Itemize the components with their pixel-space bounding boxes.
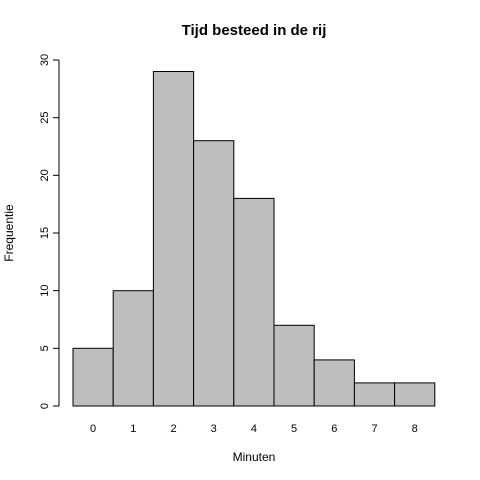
x-tick-label: 8 — [412, 423, 418, 435]
x-tick-labels: 0 1 2 3 4 5 6 7 8 — [90, 423, 418, 435]
x-tick-label: 6 — [331, 423, 337, 435]
x-tick-label: 4 — [251, 423, 257, 435]
bar-1 — [112, 290, 154, 407]
bar-8 — [394, 382, 436, 407]
x-tick-label: 0 — [90, 423, 96, 435]
chart-title: Tijd besteed in de rij — [182, 22, 327, 39]
x-axis-label: Minuten — [233, 450, 276, 464]
y-tick-label: 10 — [39, 285, 51, 297]
bar-6 — [313, 359, 355, 407]
y-tick-label: 30 — [39, 54, 51, 66]
bar-7 — [353, 382, 396, 407]
y-tick-label: 5 — [39, 345, 51, 351]
y-axis: 0 5 10 15 20 25 30 — [39, 54, 60, 409]
y-tick-label: 0 — [39, 403, 51, 409]
bar-5 — [273, 324, 315, 407]
bar-0 — [72, 347, 114, 407]
x-tick-label: 2 — [170, 423, 176, 435]
bar-2 — [152, 71, 195, 407]
x-tick-label: 1 — [130, 423, 136, 435]
y-tick-label: 25 — [39, 112, 51, 124]
x-tick-label: 3 — [211, 423, 217, 435]
y-axis-label: Frequentie — [2, 204, 16, 262]
x-tick-label: 5 — [291, 423, 297, 435]
bar-4 — [233, 197, 275, 407]
y-tick-label: 15 — [39, 227, 51, 239]
x-tick-label: 7 — [371, 423, 377, 435]
y-tick-label: 20 — [39, 169, 51, 181]
bar-3 — [193, 140, 235, 407]
bars-group — [72, 71, 436, 407]
